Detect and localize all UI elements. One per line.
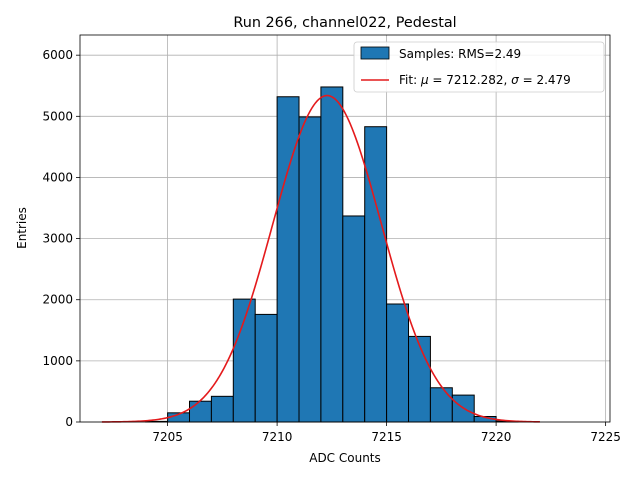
histogram-bar xyxy=(429,387,453,423)
legend-fit-mu-value: = 7212.282, xyxy=(429,73,512,87)
histogram-bar xyxy=(342,215,366,423)
histogram-bar xyxy=(210,395,234,423)
x-tick-label: 7225 xyxy=(590,430,621,444)
legend: Samples: RMS=2.49 Fit: μ = 7212.282, σ =… xyxy=(353,41,605,93)
plot-frame xyxy=(79,34,611,423)
y-tick-label: 4000 xyxy=(42,170,73,184)
legend-fit-mu-symbol: μ xyxy=(420,73,429,87)
legend-label-samples: Samples: RMS=2.49 xyxy=(399,47,521,61)
x-tick-label: 7210 xyxy=(262,430,293,444)
y-tick-label: 6000 xyxy=(42,48,73,62)
legend-label-fit: Fit: μ = 7212.282, σ = 2.479 xyxy=(399,73,571,87)
x-tick-label: 7205 xyxy=(152,430,183,444)
x-tick-label: 7215 xyxy=(371,430,402,444)
legend-box xyxy=(353,41,605,93)
legend-swatch-samples xyxy=(360,46,390,60)
histogram-bar xyxy=(320,86,344,423)
x-axis-ticks: 7205 7210 7215 7220 7225 xyxy=(152,422,621,444)
y-tick-label: 5000 xyxy=(42,109,73,123)
x-tick-label: 7220 xyxy=(481,430,512,444)
histogram-bars xyxy=(145,86,519,423)
y-tick-label: 2000 xyxy=(42,293,73,307)
y-tick-label: 3000 xyxy=(42,232,73,246)
fit-curve xyxy=(101,94,540,423)
legend-fit-prefix: Fit: xyxy=(399,73,421,87)
histogram-bar xyxy=(386,303,410,423)
legend-fit-sigma-symbol: σ xyxy=(511,73,519,87)
histogram-bar xyxy=(298,116,322,423)
histogram-bar xyxy=(254,313,278,423)
y-axis-label: Entries xyxy=(15,207,29,249)
legend-fit-sigma-value: = 2.479 xyxy=(519,73,571,87)
y-tick-label: 0 xyxy=(65,415,73,429)
y-tick-label: 1000 xyxy=(42,354,73,368)
histogram-bar xyxy=(408,335,431,423)
histogram-bar xyxy=(189,400,212,423)
chart-title: Run 266, channel022, Pedestal xyxy=(233,15,456,31)
x-axis-label: ADC Counts xyxy=(309,451,381,465)
histogram-bar xyxy=(232,298,256,423)
y-axis-ticks: 0 1000 2000 3000 4000 5000 6000 xyxy=(42,48,80,429)
histogram-bar xyxy=(364,126,388,423)
